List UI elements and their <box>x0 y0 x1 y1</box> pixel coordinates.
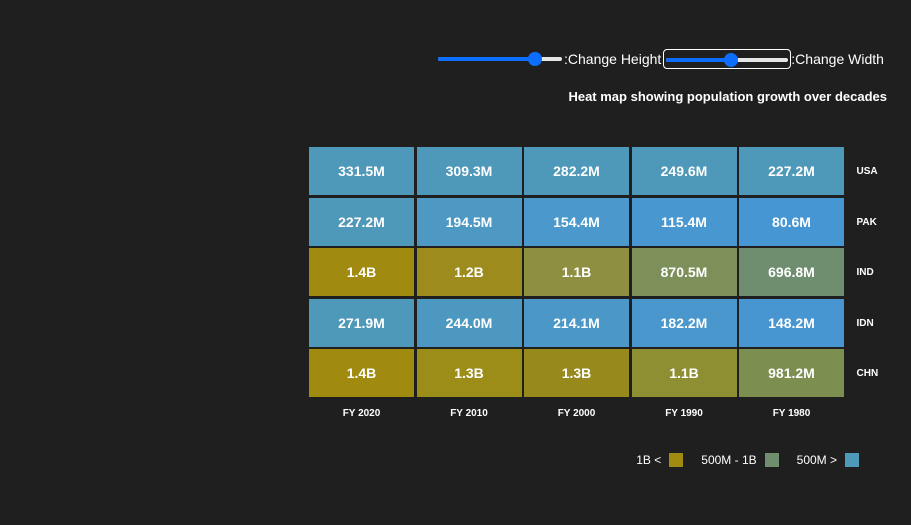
column-label: FY 2000 <box>557 407 596 419</box>
heatmap-cell: 1.4B <box>309 248 414 296</box>
heatmap-cell: 244.0M <box>416 298 522 347</box>
row-label: CHN <box>856 368 879 379</box>
heatmap-cell: 1.1B <box>524 248 629 296</box>
heatmap-cell: 249.6M <box>631 147 737 195</box>
column-label: FY 2010 <box>450 407 488 419</box>
heatmap-cell: 227.2M <box>739 147 844 195</box>
heatmap-cell: 331.5M <box>309 147 414 195</box>
chart-controls: :Change Height :Change Width <box>436 48 886 70</box>
heatmap-cell: 1.3B <box>524 349 629 397</box>
heatmap-cell: 981.2M <box>739 349 844 397</box>
column-label: FY 1980 <box>772 407 811 419</box>
width-slider-label: :Change Width <box>791 51 884 67</box>
column-label: FY 2020 <box>342 407 381 419</box>
legend-label: 1B < <box>636 453 662 467</box>
legend-item: 500M - 1B <box>701 453 779 467</box>
width-slider-thumb[interactable] <box>723 53 738 67</box>
heatmap-cell: 182.2M <box>631 298 737 347</box>
heatmap-cell: 1.2B <box>416 248 522 296</box>
heatmap-cell: 154.4M <box>524 197 629 246</box>
legend-label: 500M - 1B <box>701 453 757 467</box>
row-label: IND <box>856 267 874 278</box>
heatmap-cell: 696.8M <box>739 248 844 296</box>
legend-item: 1B < <box>636 453 684 467</box>
legend-swatch <box>669 453 684 467</box>
column-label: FY 1990 <box>665 407 703 419</box>
row-label: USA <box>856 166 878 177</box>
legend-item: 500M > <box>797 453 859 467</box>
heatmap-cell: 282.2M <box>524 147 629 195</box>
legend: 1B < 500M - 1B 500M > <box>618 453 859 467</box>
legend-swatch <box>764 453 779 467</box>
height-slider[interactable] <box>436 49 564 69</box>
heatmap-cell: 115.4M <box>631 197 737 246</box>
heatmap-cell: 148.2M <box>739 298 844 347</box>
heatmap-cell: 870.5M <box>631 248 737 296</box>
height-slider-thumb[interactable] <box>527 52 542 66</box>
height-slider-label: :Change Height <box>564 51 662 67</box>
row-label: IDN <box>856 317 874 329</box>
row-label: PAK <box>856 216 877 228</box>
legend-swatch <box>845 453 859 467</box>
heatmap-cell: 309.3M <box>416 147 522 195</box>
heatmap-cell: 194.5M <box>416 197 522 246</box>
heatmap-cell: 214.1M <box>524 298 629 347</box>
width-slider-fill <box>666 58 731 62</box>
width-slider[interactable] <box>663 49 792 69</box>
heatmap-cell: 1.4B <box>309 349 414 397</box>
heatmap-cell: 227.2M <box>309 197 414 246</box>
heatmap-cell: 1.1B <box>631 349 737 397</box>
height-slider-fill <box>438 57 535 61</box>
heatmap-cell: 271.9M <box>309 298 414 347</box>
chart-title: Heat map showing population growth over … <box>568 89 887 104</box>
legend-label: 500M > <box>796 453 837 467</box>
heatmap-cell: 80.6M <box>739 197 844 246</box>
heatmap-cell: 1.3B <box>416 349 522 397</box>
